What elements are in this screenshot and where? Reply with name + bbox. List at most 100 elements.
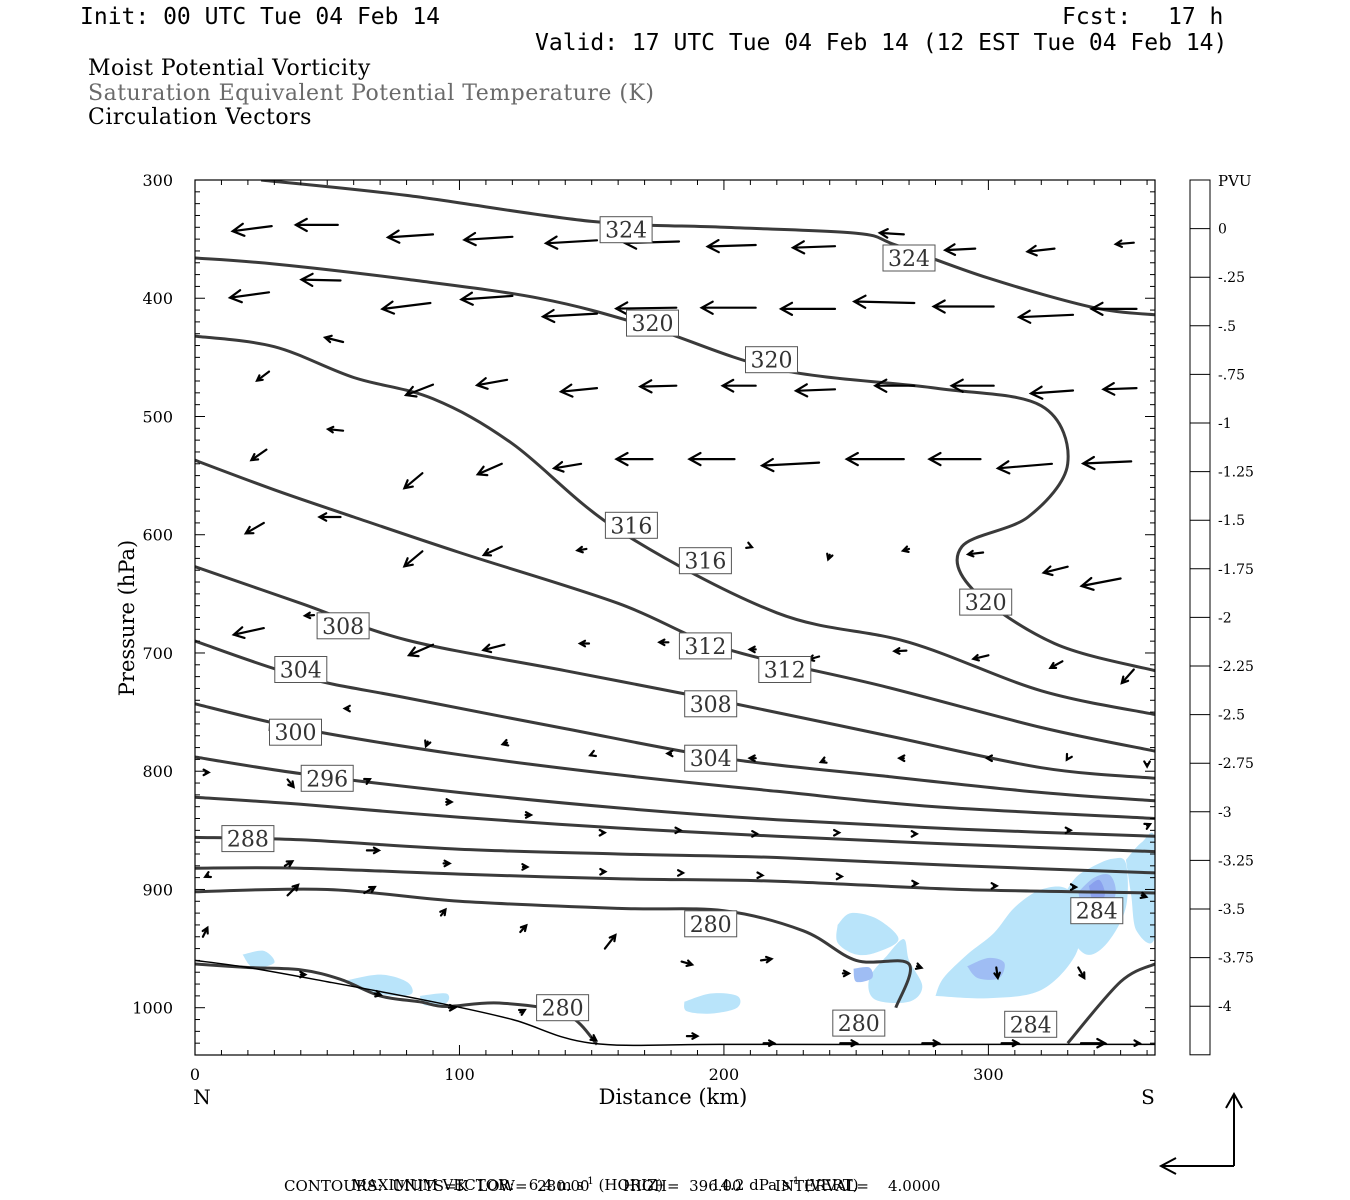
contour-label-box (959, 588, 1013, 616)
colorbar-label: -.25 (1218, 270, 1245, 286)
circulation-vector (910, 830, 919, 838)
circulation-vector (447, 1003, 458, 1012)
circulation-vector (363, 885, 377, 895)
circulation-vector (577, 639, 591, 648)
horiz-unit-exp: -1 (584, 1176, 594, 1187)
circulation-vector (745, 541, 754, 549)
pv-shading-region (345, 974, 413, 997)
colorbar-label: -3 (1218, 805, 1232, 821)
circulation-vector (481, 545, 503, 557)
circulation-vector (614, 451, 654, 467)
circulation-vector (844, 451, 905, 467)
circulation-vector (402, 472, 424, 490)
circulation-vector (1079, 1037, 1108, 1049)
pv-shading-region (853, 966, 873, 983)
contour-line (195, 795, 1155, 854)
circulation-vector (826, 552, 834, 562)
circulation-vector (699, 300, 757, 315)
circulation-vector (873, 378, 916, 393)
colorbar-label: -3.75 (1218, 951, 1254, 967)
circulation-vector (575, 545, 588, 554)
colorbar-label: -1 (1218, 416, 1232, 432)
circulation-vector (1133, 1039, 1142, 1047)
forecast-label: Fcst: (1062, 4, 1132, 30)
circulation-vector (474, 377, 509, 390)
pv-shading-region (935, 886, 1080, 999)
circulation-vector (778, 301, 837, 316)
contour-label: 324 (605, 219, 647, 244)
contour-label: 280 (838, 1012, 880, 1037)
circulation-vector (1089, 301, 1138, 316)
vert-unit-exp: -1 (789, 1176, 800, 1187)
contour-line (260, 180, 1155, 317)
circulation-vector (835, 872, 845, 881)
contour-label-box (882, 244, 936, 272)
circulation-vector (286, 778, 296, 789)
circulation-vector (897, 754, 906, 763)
contour-label-box (758, 656, 812, 683)
y-tick-label: 500 (142, 408, 173, 427)
circulation-vector (598, 828, 607, 837)
circulation-vector (1079, 576, 1122, 591)
circulation-vector (227, 289, 271, 304)
y-tick-label: 800 (142, 762, 173, 781)
y-axis-title: Pressure (hPa) (115, 540, 139, 696)
circulation-vector (685, 1032, 700, 1040)
contour-label-box (269, 718, 322, 746)
circulation-vector (720, 378, 757, 393)
contour-label: 284 (1076, 900, 1118, 925)
circulation-vector (657, 638, 670, 647)
circulation-vector (518, 1008, 527, 1016)
circulation-vector (665, 749, 674, 758)
horiz-max: 6.4 m s (528, 1176, 585, 1194)
x-tick-label: 0 (190, 1065, 200, 1084)
colorbar-label: 0 (1218, 222, 1227, 238)
circulation-vector (942, 243, 977, 256)
colorbar-label: -.75 (1218, 367, 1245, 383)
circulation-vector (759, 955, 774, 964)
contour-label: 316 (684, 550, 726, 575)
circulation-vector (705, 239, 757, 254)
contour-label-box (684, 690, 738, 718)
circulation-vector (481, 643, 506, 654)
init-time: Init: 00 UTC Tue 04 Feb 14 (80, 4, 441, 30)
circulation-vector (1139, 891, 1149, 899)
circulation-vector (365, 846, 382, 855)
circulation-vector (202, 768, 211, 777)
horiz-tag: (HORIZ) (598, 1176, 664, 1194)
contour-label-box (274, 656, 328, 683)
circulation-vector (406, 643, 435, 658)
circulation-vector (299, 970, 308, 979)
circulation-vector (1101, 382, 1138, 396)
contour-label-box (684, 744, 738, 772)
circulation-vector (762, 1039, 777, 1047)
circulation-vector (603, 933, 617, 950)
circulation-vector (687, 451, 736, 467)
circulation-vector (521, 863, 530, 871)
circulation-vector (293, 217, 339, 233)
circulation-vector (949, 378, 995, 393)
y-tick-label: 400 (142, 289, 173, 308)
title-mpv: Moist Potential Vorticity (88, 56, 371, 81)
contour-label-box (678, 632, 732, 660)
south-label: S (1141, 1085, 1155, 1109)
y-tick-label: 300 (142, 171, 173, 190)
y-tick-label: 1000 (132, 999, 173, 1018)
contour-label-box (316, 612, 370, 640)
contour-label: 304 (690, 747, 732, 772)
x-tick-label: 200 (709, 1065, 740, 1084)
circulation-vector (614, 301, 678, 316)
circulation-vector (1077, 966, 1086, 980)
circulation-vector (793, 383, 837, 398)
circulation-vector (543, 235, 599, 250)
circulation-vector (751, 830, 760, 838)
colorbar-label: -3.5 (1218, 902, 1245, 918)
contour-label: 296 (306, 767, 348, 792)
circulation-vector (255, 370, 271, 382)
circulation-vector (852, 294, 916, 309)
pv-shading-region (1125, 832, 1155, 944)
max-vector-label: MAXIMUM VECTOR: (351, 1176, 515, 1194)
colorbar-label: -3.25 (1218, 853, 1254, 869)
circulation-vector (747, 645, 757, 654)
contour-label: 288 (227, 828, 269, 853)
